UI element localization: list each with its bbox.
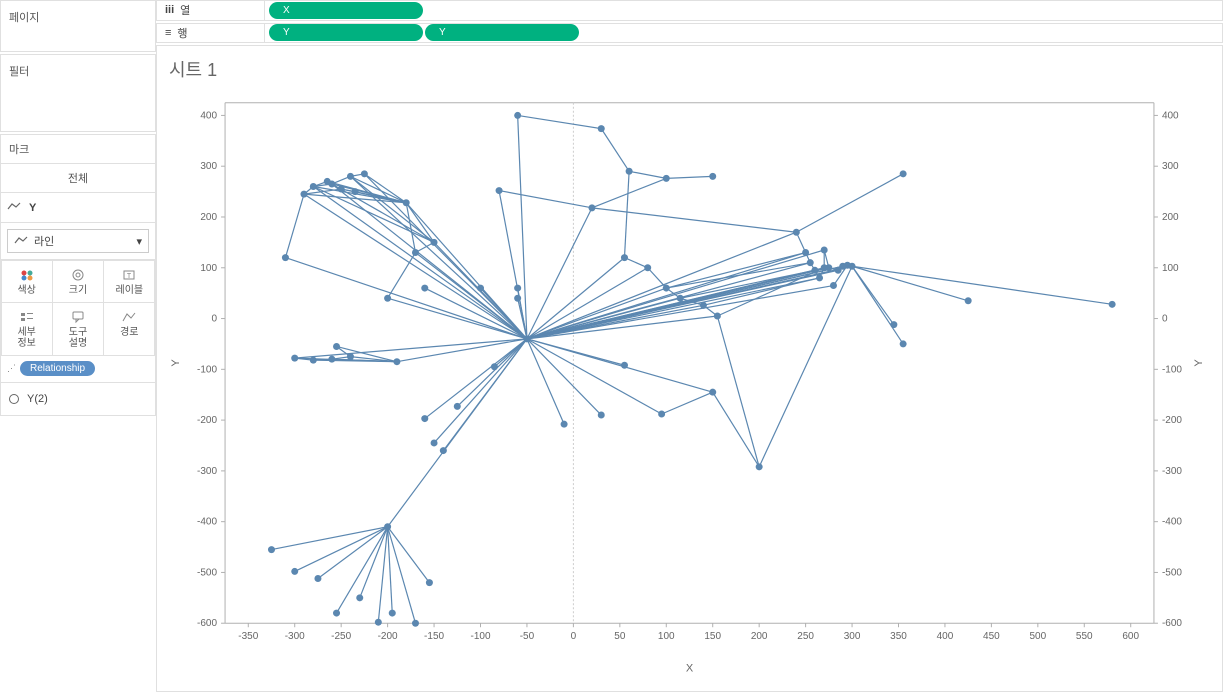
svg-text:-500: -500	[197, 567, 217, 578]
marks-grid: 색상크기T레이블세부 정보도구 설명경로	[1, 260, 155, 355]
marks-y-tab[interactable]: Y	[1, 193, 155, 223]
svg-text:50: 50	[614, 631, 626, 642]
rows-icon: ≡	[165, 27, 171, 39]
rows-shelf-label: ≡ 행	[157, 24, 265, 43]
svg-text:-300: -300	[1162, 466, 1182, 477]
svg-text:-50: -50	[520, 631, 535, 642]
label-icon: T	[121, 267, 137, 283]
marks-card-label[interactable]: T레이블	[103, 260, 155, 303]
path-icon	[121, 309, 137, 325]
filters-panel: 필터	[0, 54, 156, 132]
svg-text:-100: -100	[197, 364, 217, 375]
svg-text:Y: Y	[170, 359, 182, 367]
mark-type-value: 라인	[34, 233, 54, 249]
svg-text:0: 0	[571, 631, 577, 642]
svg-text:-500: -500	[1162, 567, 1182, 578]
relationship-row: ⋰ Relationship	[1, 355, 155, 382]
svg-text:0: 0	[211, 314, 217, 325]
svg-text:450: 450	[983, 631, 1000, 642]
chart-title[interactable]: 시트 1	[165, 50, 1214, 88]
svg-text:-250: -250	[331, 631, 351, 642]
svg-text:-400: -400	[197, 517, 217, 528]
svg-text:400: 400	[1162, 110, 1179, 121]
svg-text:-350: -350	[238, 631, 258, 642]
columns-shelf[interactable]: iii 열 X	[156, 0, 1223, 21]
svg-text:500: 500	[1029, 631, 1046, 642]
marks-title: 마크	[1, 135, 155, 164]
marks-card-path[interactable]: 경로	[103, 302, 155, 356]
mark-type-select[interactable]: 라인 ▾	[7, 229, 149, 253]
columns-shelf-label: iii 열	[157, 1, 265, 20]
svg-text:400: 400	[200, 110, 217, 121]
svg-text:0: 0	[1162, 314, 1168, 325]
marks-panel: 마크 전체 Y 라인 ▾ 색상크기T레이블세부 정보도구 설명경로 ⋰ Rela…	[0, 134, 156, 416]
svg-text:100: 100	[200, 263, 217, 274]
size-icon	[70, 267, 86, 283]
line-icon	[7, 201, 21, 214]
svg-text:300: 300	[844, 631, 861, 642]
chart-area: 시트 1 -350-300-250-200-150-100-5005010015…	[156, 45, 1223, 692]
svg-text:-200: -200	[197, 415, 217, 426]
svg-text:T: T	[127, 273, 132, 280]
pages-title: 페이지	[9, 7, 147, 29]
svg-text:-300: -300	[197, 466, 217, 477]
svg-text:150: 150	[704, 631, 721, 642]
svg-text:600: 600	[1122, 631, 1139, 642]
circle-icon	[9, 394, 19, 404]
row-pill[interactable]: Y	[269, 24, 423, 41]
svg-text:100: 100	[658, 631, 675, 642]
relationship-pill[interactable]: Relationship	[20, 361, 95, 376]
svg-text:300: 300	[1162, 161, 1179, 172]
svg-text:350: 350	[890, 631, 907, 642]
svg-text:-150: -150	[424, 631, 444, 642]
svg-text:550: 550	[1076, 631, 1093, 642]
marks-all-tab[interactable]: 전체	[1, 164, 155, 193]
columns-icon: iii	[165, 4, 174, 16]
svg-text:250: 250	[797, 631, 814, 642]
filters-title: 필터	[9, 61, 147, 83]
svg-text:-200: -200	[1162, 415, 1182, 426]
line-icon	[14, 235, 28, 248]
marks-y-label: Y	[29, 202, 36, 214]
rows-pills: YY	[265, 24, 583, 41]
marks-card-color[interactable]: 색상	[1, 260, 53, 303]
svg-text:-300: -300	[285, 631, 305, 642]
svg-text:-200: -200	[378, 631, 398, 642]
y2-label: Y(2)	[27, 393, 48, 405]
column-pill[interactable]: X	[269, 2, 423, 19]
marks-card-size[interactable]: 크기	[52, 260, 104, 303]
svg-text:200: 200	[200, 212, 217, 223]
svg-text:-600: -600	[197, 618, 217, 629]
svg-text:-100: -100	[470, 631, 490, 642]
mark-type-row: 라인 ▾	[1, 223, 155, 260]
marks-card-tooltip[interactable]: 도구 설명	[52, 302, 104, 356]
network-chart[interactable]: -350-300-250-200-150-100-500501001502002…	[165, 88, 1214, 688]
color-icon	[19, 267, 35, 283]
path-icon: ⋰	[7, 363, 16, 374]
chevron-down-icon: ▾	[136, 235, 142, 248]
svg-text:-100: -100	[1162, 364, 1182, 375]
tooltip-icon	[70, 309, 86, 325]
svg-text:100: 100	[1162, 263, 1179, 274]
y2-tab[interactable]: Y(2)	[1, 382, 155, 415]
svg-text:200: 200	[751, 631, 768, 642]
svg-text:-400: -400	[1162, 517, 1182, 528]
marks-card-detail[interactable]: 세부 정보	[1, 302, 53, 356]
detail-icon	[19, 309, 35, 325]
pages-panel: 페이지	[0, 0, 156, 52]
svg-text:Y: Y	[1193, 359, 1205, 367]
svg-text:X: X	[686, 662, 694, 674]
columns-pills: X	[265, 2, 427, 19]
svg-text:200: 200	[1162, 212, 1179, 223]
svg-text:300: 300	[200, 161, 217, 172]
svg-text:400: 400	[937, 631, 954, 642]
row-pill[interactable]: Y	[425, 24, 579, 41]
rows-shelf[interactable]: ≡ 행 YY	[156, 23, 1223, 44]
svg-text:-600: -600	[1162, 618, 1182, 629]
